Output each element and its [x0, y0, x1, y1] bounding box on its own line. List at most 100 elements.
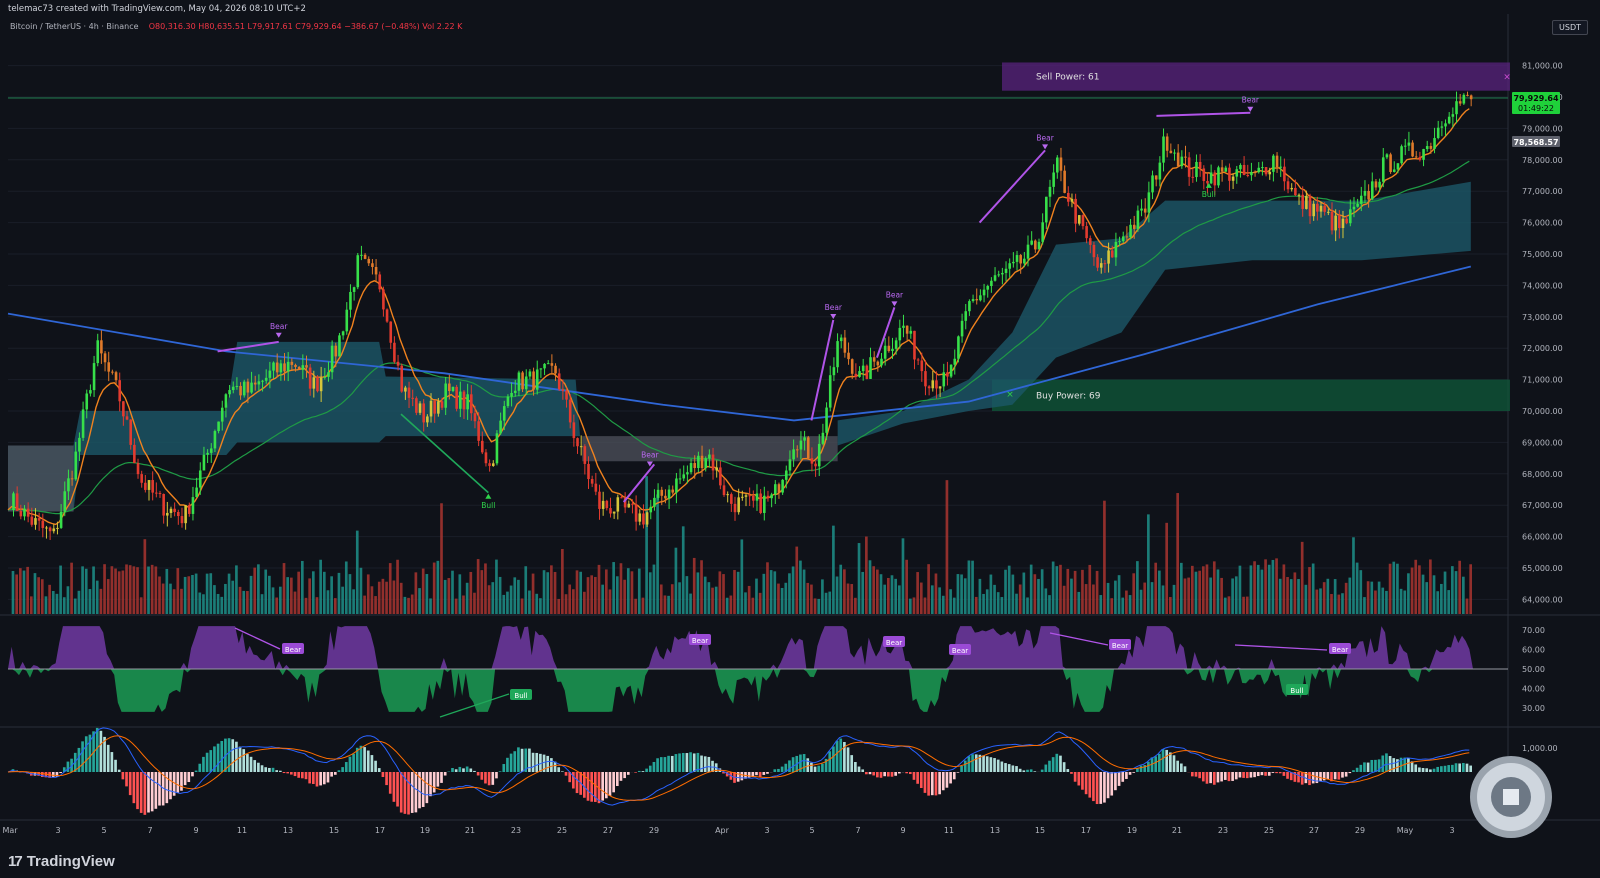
- volume-bar: [1048, 595, 1051, 614]
- ohlc-close: C79,929.64: [295, 22, 342, 31]
- volume-bar: [1073, 570, 1077, 614]
- volume-bar: [26, 566, 29, 614]
- currency-unit-button[interactable]: USDT: [1552, 20, 1588, 35]
- macd-histogram-bar: [363, 747, 366, 772]
- macd-histogram-bar: [1139, 765, 1143, 772]
- macd-histogram-bar: [550, 758, 553, 772]
- macd-histogram-bar: [399, 772, 403, 813]
- macd-panel: 1,000.000.00: [7, 727, 1558, 817]
- volume-bar: [213, 585, 216, 614]
- candle-body: [455, 386, 458, 409]
- candle-body: [283, 363, 286, 372]
- volume-bar: [425, 574, 429, 614]
- macd-histogram-bar: [1084, 772, 1088, 795]
- volume-bar: [473, 592, 476, 614]
- volume-bar: [498, 576, 502, 614]
- macd-histogram-bar: [469, 768, 473, 772]
- candle-body: [67, 478, 70, 492]
- volume-bar: [513, 577, 517, 614]
- macd-histogram-bar: [238, 746, 242, 772]
- macd-histogram-bar: [1077, 772, 1081, 786]
- macd-histogram-bar: [304, 772, 308, 780]
- macd-histogram-bar: [1099, 772, 1103, 804]
- candle-body: [56, 527, 59, 529]
- brand-name: TradingView: [26, 853, 115, 870]
- candle-body: [133, 444, 136, 464]
- macd-histogram-bar: [1297, 772, 1300, 783]
- bear-triangle: [646, 461, 653, 467]
- candle-body: [806, 437, 810, 459]
- macd-histogram-bar: [1282, 772, 1286, 776]
- candle-body: [378, 274, 382, 290]
- macd-histogram-bar: [806, 758, 810, 772]
- price-axis-tick: 67,000.00: [1522, 501, 1563, 510]
- macd-histogram-bar: [421, 772, 425, 807]
- volume-bar: [275, 597, 279, 614]
- macd-histogram-bar: [454, 769, 458, 772]
- volume-bar: [1238, 565, 1242, 614]
- macd-histogram-bar: [161, 772, 165, 806]
- time-axis-tick: 23: [511, 826, 521, 835]
- candle-body: [316, 377, 319, 392]
- volume-bar: [667, 595, 670, 614]
- candle-body: [19, 510, 23, 517]
- candle-body: [78, 437, 81, 452]
- macd-histogram-bar: [883, 772, 886, 777]
- candle-body: [239, 385, 242, 396]
- volume-bar: [1026, 597, 1029, 614]
- volume-bar: [744, 592, 747, 614]
- volume-bar: [257, 564, 260, 614]
- volume-bars: [11, 476, 1472, 614]
- volume-bar: [132, 566, 136, 614]
- candle-body: [1356, 203, 1359, 207]
- macd-histogram-bar: [1103, 772, 1106, 803]
- macd-histogram-bar: [1429, 769, 1432, 772]
- rsi-bear-label: Bear: [692, 637, 708, 645]
- volume-bar: [388, 563, 392, 614]
- candle-body: [246, 381, 250, 393]
- symbol-legend[interactable]: Bitcoin / TetherUS · 4h · Binance O80,31…: [10, 22, 462, 31]
- symbol-title[interactable]: Bitcoin / TetherUS · 4h · Binance: [10, 22, 139, 31]
- candle-body: [371, 263, 374, 267]
- volume-bar: [1187, 577, 1190, 614]
- volume-bar: [1055, 566, 1059, 614]
- macd-histogram-bar: [905, 772, 908, 774]
- macd-histogram-bar: [293, 772, 297, 777]
- volume-bar: [1267, 564, 1271, 614]
- macd-histogram-bar: [641, 771, 645, 772]
- rsi-bear-label: Bear: [1112, 642, 1128, 650]
- volume-bar: [1165, 522, 1169, 614]
- volume-bar: [1414, 559, 1418, 614]
- volume-bar: [799, 560, 802, 614]
- volume-bar: [568, 584, 572, 614]
- volume-bar: [1158, 570, 1161, 614]
- macd-histogram-bar: [1286, 772, 1289, 779]
- macd-histogram-bar: [561, 771, 564, 772]
- candle-body: [444, 383, 447, 408]
- macd-histogram-bar: [81, 741, 84, 772]
- candle-body: [1077, 215, 1081, 224]
- tradingview-logo[interactable]: 17 TradingView: [8, 853, 115, 870]
- volume-bar: [890, 575, 894, 614]
- rsi-bear-tag: [689, 634, 711, 645]
- volume-bar: [557, 598, 561, 614]
- candle-body: [715, 467, 718, 471]
- candle-body: [905, 325, 909, 334]
- macd-histogram-bar: [1425, 768, 1429, 772]
- volume-bar: [583, 591, 586, 614]
- macd-histogram-bar: [747, 772, 751, 778]
- volume-bar: [70, 562, 73, 614]
- macd-histogram-bar: [685, 753, 689, 772]
- volume-bar: [1443, 571, 1447, 614]
- candle-body: [682, 474, 686, 479]
- volume-bar: [711, 587, 714, 614]
- candle-body: [546, 363, 550, 365]
- price-axis-tick: 68,000.00: [1522, 470, 1563, 479]
- candle-body: [858, 371, 861, 377]
- candle-body: [854, 373, 858, 377]
- macd-histogram-bar: [1022, 770, 1026, 772]
- bear-triangle: [275, 332, 282, 338]
- macd-histogram-bar: [908, 772, 912, 775]
- macd-histogram-bar: [1092, 772, 1095, 802]
